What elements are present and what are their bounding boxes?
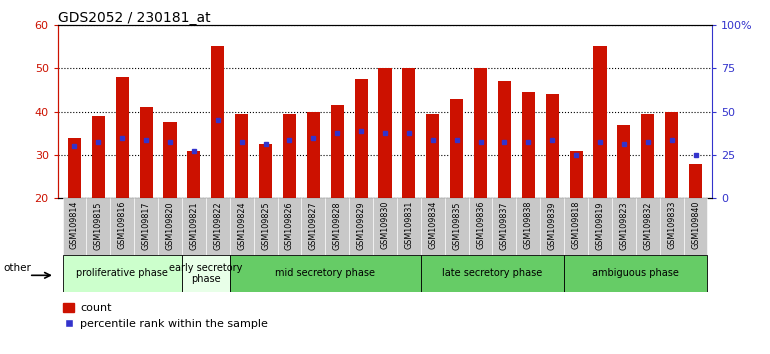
Text: mid secretory phase: mid secretory phase [276, 268, 375, 279]
Bar [62, 198, 86, 255]
Text: GSM109818: GSM109818 [571, 201, 581, 250]
Text: late secretory phase: late secretory phase [443, 268, 543, 279]
Text: GSM109840: GSM109840 [691, 201, 700, 250]
Text: other: other [3, 263, 31, 273]
Text: GSM109815: GSM109815 [94, 201, 103, 250]
Text: GDS2052 / 230181_at: GDS2052 / 230181_at [58, 11, 210, 25]
Bar [498, 81, 511, 198]
Bar [660, 198, 684, 255]
Bar [570, 150, 583, 198]
Text: GSM109825: GSM109825 [261, 201, 270, 250]
Text: proliferative phase: proliferative phase [76, 268, 168, 279]
Bar [522, 92, 535, 198]
Text: GSM109819: GSM109819 [595, 201, 604, 250]
Text: GSM109830: GSM109830 [380, 201, 390, 250]
Text: GSM109835: GSM109835 [452, 201, 461, 250]
Text: GSM109827: GSM109827 [309, 201, 318, 250]
Bar [636, 198, 660, 255]
Bar [211, 46, 224, 198]
Bar [330, 105, 343, 198]
Bar [564, 255, 708, 292]
Legend: count, percentile rank within the sample: count, percentile rank within the sample [63, 303, 268, 329]
Text: GSM109824: GSM109824 [237, 201, 246, 250]
Text: ambiguous phase: ambiguous phase [592, 268, 679, 279]
Bar [450, 98, 464, 198]
Bar [588, 198, 612, 255]
Bar [594, 46, 607, 198]
Text: GSM109820: GSM109820 [166, 201, 175, 250]
Bar [235, 114, 248, 198]
Text: GSM109822: GSM109822 [213, 201, 223, 250]
Bar [546, 94, 559, 198]
Text: GSM109836: GSM109836 [476, 201, 485, 250]
Bar [92, 116, 105, 198]
Text: early secretory
phase: early secretory phase [169, 263, 243, 284]
Text: GSM109823: GSM109823 [619, 201, 628, 250]
Bar [354, 79, 368, 198]
Bar [421, 255, 564, 292]
Bar [421, 198, 445, 255]
Bar [182, 198, 206, 255]
Bar [62, 255, 182, 292]
Text: GSM109826: GSM109826 [285, 201, 294, 250]
Bar [110, 198, 134, 255]
Bar [378, 68, 392, 198]
Bar [283, 114, 296, 198]
Bar [325, 198, 349, 255]
Bar [474, 68, 487, 198]
Bar [158, 198, 182, 255]
Bar [306, 112, 320, 198]
Bar [253, 198, 277, 255]
Bar [665, 112, 678, 198]
Bar [259, 144, 272, 198]
Bar [301, 198, 325, 255]
Bar [206, 198, 229, 255]
Bar [373, 198, 397, 255]
Bar [469, 198, 493, 255]
Bar [182, 255, 229, 292]
Text: GSM109838: GSM109838 [524, 201, 533, 250]
Bar [641, 114, 654, 198]
Bar [612, 198, 636, 255]
Bar [689, 164, 702, 198]
Bar [68, 137, 81, 198]
Bar [229, 255, 421, 292]
Text: GSM109833: GSM109833 [667, 201, 676, 250]
Bar [618, 125, 631, 198]
Bar [684, 198, 708, 255]
Text: GSM109828: GSM109828 [333, 201, 342, 250]
Bar [564, 198, 588, 255]
Bar [86, 198, 110, 255]
Bar [187, 150, 200, 198]
Bar [493, 198, 517, 255]
Bar [116, 77, 129, 198]
Bar [427, 114, 440, 198]
Text: GSM109817: GSM109817 [142, 201, 151, 250]
Text: GSM109814: GSM109814 [70, 201, 79, 250]
Text: GSM109834: GSM109834 [428, 201, 437, 250]
Text: GSM109831: GSM109831 [404, 201, 413, 250]
Text: GSM109816: GSM109816 [118, 201, 127, 250]
Text: GSM109837: GSM109837 [500, 201, 509, 250]
Bar [445, 198, 469, 255]
Bar [541, 198, 564, 255]
Bar [277, 198, 301, 255]
Bar [349, 198, 373, 255]
Text: GSM109829: GSM109829 [357, 201, 366, 250]
Bar [139, 107, 152, 198]
Text: GSM109839: GSM109839 [547, 201, 557, 250]
Text: GSM109832: GSM109832 [643, 201, 652, 250]
Bar [229, 198, 253, 255]
Bar [163, 122, 176, 198]
Bar [402, 68, 416, 198]
Bar [517, 198, 541, 255]
Bar [397, 198, 421, 255]
Text: GSM109821: GSM109821 [189, 201, 199, 250]
Bar [134, 198, 158, 255]
